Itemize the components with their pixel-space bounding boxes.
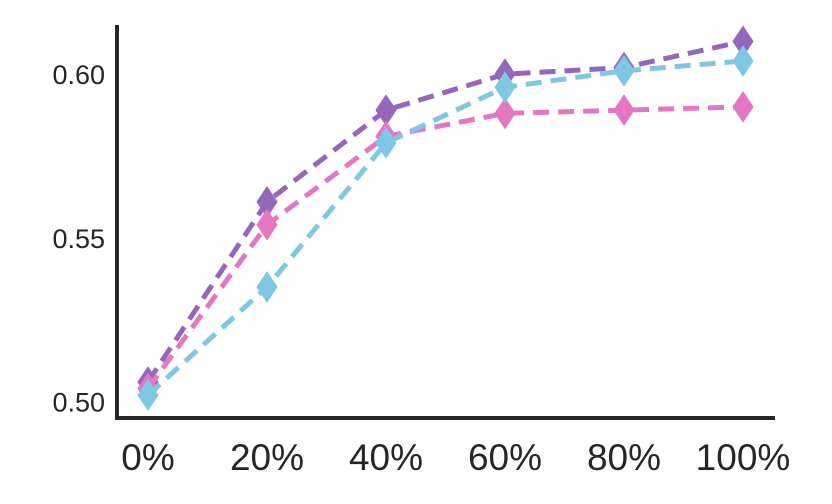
x-tick-label: 20% [230, 437, 304, 478]
x-ticks: 0% 20% 40% 60% 80% 100% [121, 437, 790, 478]
series-line [145, 38, 744, 384]
y-axis: 0.50 0.55 0.60 [52, 25, 119, 418]
series-2 [137, 90, 754, 405]
x-tick-label: 0% [121, 437, 174, 478]
y-tick-label: 0.55 [52, 224, 105, 254]
data-point-marker [375, 126, 397, 159]
x-tick-label: 60% [468, 437, 542, 478]
y-tick-label: 0.60 [52, 60, 105, 90]
data-point-marker [613, 54, 635, 87]
x-axis: 0% 20% 40% 60% 80% 100% [115, 416, 790, 478]
data-point-marker [613, 94, 635, 127]
x-tick-label: 100% [696, 437, 791, 478]
series-line [146, 58, 744, 397]
data-point-marker [494, 97, 516, 130]
x-tick-label: 40% [349, 437, 423, 478]
data-point-marker [732, 90, 754, 123]
y-tick-label: 0.50 [52, 388, 105, 418]
data-point-marker [732, 45, 754, 77]
data-point-marker [494, 71, 516, 104]
x-tick-label: 80% [587, 437, 661, 478]
plot-area [137, 25, 754, 411]
series-3 [137, 45, 754, 411]
series-line [145, 104, 744, 390]
data-point-marker [256, 208, 278, 241]
data-point-marker [137, 379, 159, 411]
data-point-marker [256, 271, 278, 303]
series-1 [137, 25, 754, 398]
series-layer [137, 25, 754, 411]
y-ticks: 0.50 0.55 0.60 [52, 60, 105, 418]
